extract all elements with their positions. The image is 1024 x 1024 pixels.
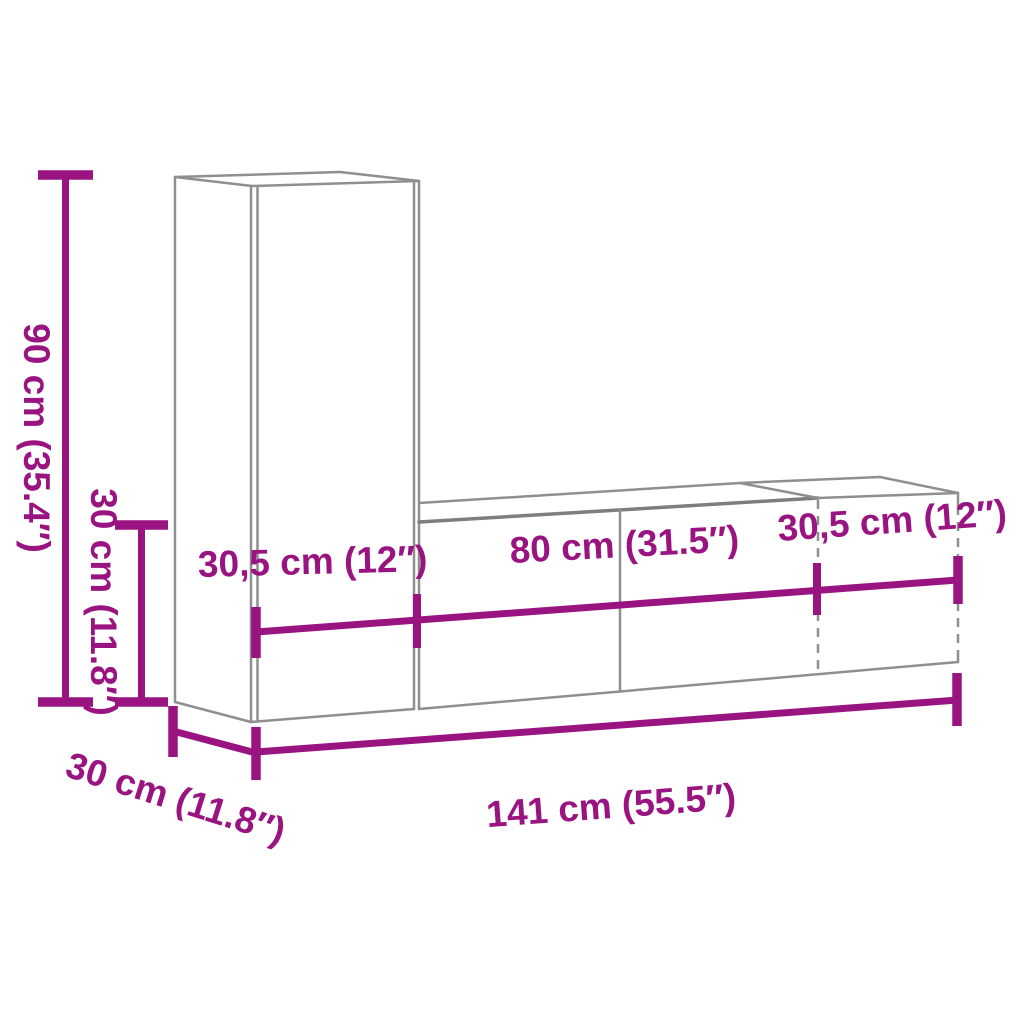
center-unit-width-label: 80 cm (31.5″) xyxy=(509,518,740,571)
tall-cabinet-top-right-edge xyxy=(338,170,421,183)
total-width-dimension xyxy=(251,673,962,780)
row-width-dimension xyxy=(251,556,963,658)
right-unit-width-label: 30,5 cm (12″) xyxy=(776,492,1008,549)
tall-cabinet xyxy=(173,170,421,724)
unit-height-label: 30 cm (11.8″) xyxy=(83,488,124,716)
tv-unit-row xyxy=(417,475,960,711)
right-unit-top-front-edge xyxy=(816,491,960,500)
tall-cabinet-bottom-left-edge xyxy=(173,700,253,724)
total-width-line xyxy=(255,696,959,756)
right-unit-top-right-edge xyxy=(878,475,960,495)
tall-cabinet-bottom-front-edge xyxy=(249,707,416,724)
row-width-line xyxy=(255,576,959,636)
depth-line xyxy=(172,727,257,757)
total-width-label: 141 cm (55.5″) xyxy=(485,776,737,835)
tall-cabinet-top-left-edge xyxy=(173,175,254,188)
center-unit-top-front-edge xyxy=(417,496,820,524)
unit-height-dimension xyxy=(115,520,168,707)
tall-cabinet-top-back-edge xyxy=(173,170,342,179)
tall-cabinet-width-label: 30,5 cm (12″) xyxy=(197,538,428,585)
depth-dimension xyxy=(168,706,257,757)
total-height-label: 90 cm (35.4″) xyxy=(16,323,57,553)
center-unit-top-back-edge xyxy=(417,481,742,505)
right-unit-top-left-edge xyxy=(738,481,820,500)
total-height-dimension xyxy=(38,170,93,707)
tall-cabinet-top-front-edge xyxy=(250,179,421,188)
right-unit-top-back-edge xyxy=(738,475,882,485)
row-bottom-front-edge xyxy=(417,660,960,711)
